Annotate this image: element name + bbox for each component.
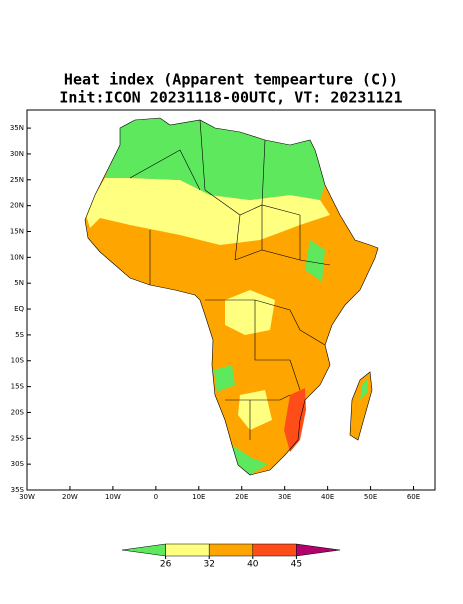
map-fields [85, 118, 378, 475]
land-region [284, 388, 306, 452]
y-tick-label: 25N [10, 176, 24, 184]
y-tick-label: 30S [11, 460, 25, 468]
x-tick-label: 60E [407, 493, 420, 501]
y-tick-label: EQ [14, 305, 24, 313]
land-region [305, 240, 325, 282]
y-tick-label: 15S [11, 383, 25, 391]
colorbar-segment [165, 543, 210, 557]
y-tick-label: 10S [11, 357, 25, 365]
borders [84, 117, 379, 476]
y-tick-label: 35S [11, 486, 25, 494]
x-tick-label: 50E [364, 493, 377, 501]
y-tick-label: 20S [11, 408, 25, 416]
chart-title: Heat index (Apparent tempearture (C)) [64, 71, 398, 89]
colorbar-label: 26 [160, 560, 172, 570]
colorbar-label: 32 [203, 560, 214, 570]
land-region [360, 378, 368, 400]
colorbar-label: 45 [291, 560, 302, 570]
x-tick-label: 40E [321, 493, 334, 501]
y-tick-label: 15N [10, 227, 24, 235]
x-tick-label: 10E [192, 493, 205, 501]
land-region [86, 178, 330, 245]
land-region [214, 365, 235, 392]
land-region [225, 290, 275, 335]
y-tick-label: 30N [10, 150, 24, 158]
x-tick-label: 20W [62, 493, 78, 501]
y-tick-label: 35N [10, 124, 24, 132]
x-tick-label: 10W [105, 493, 121, 501]
colorbar-segment [208, 543, 254, 557]
colorbar-label: 40 [247, 560, 259, 570]
x-tick-label: 30W [19, 493, 35, 501]
colorbar-segment [296, 543, 341, 557]
y-tick-label: 5S [15, 331, 24, 339]
colorbar-segment [121, 543, 166, 557]
y-tick-label: 10N [10, 253, 24, 261]
plot-frame [26, 109, 436, 491]
x-tick-label: 0 [154, 493, 158, 501]
chart-subtitle: Init:ICON 20231118-00UTC, VT: 20231121 [59, 89, 402, 107]
land-region [105, 118, 325, 200]
y-tick-label: 25S [11, 434, 25, 442]
y-tick-label: 5N [14, 279, 24, 287]
x-tick-label: 30E [278, 493, 291, 501]
colorbar-segment [252, 543, 297, 557]
y-tick-label: 20N [10, 202, 24, 210]
x-tick-label: 20E [235, 493, 248, 501]
